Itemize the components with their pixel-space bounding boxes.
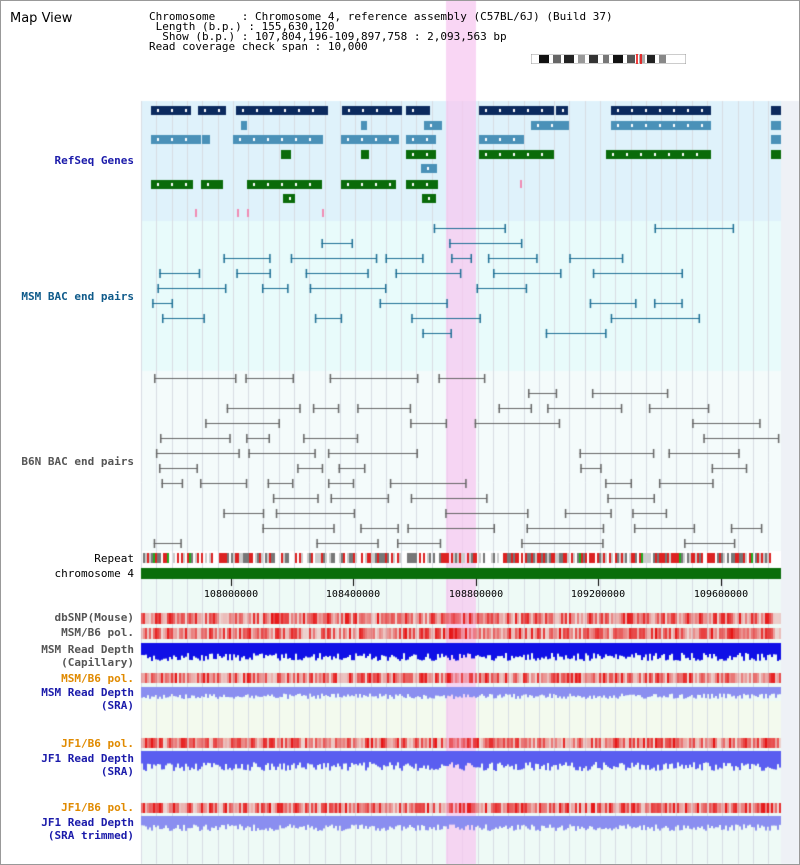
- length-label: Length (b.p.): [155, 20, 242, 33]
- track-label-b6n-bac[interactable]: B6N BAC end pairs: [21, 455, 134, 468]
- axis-tick: 109200000: [570, 589, 626, 600]
- region-info: Chromosome : Chromosome 4, reference ass…: [149, 10, 613, 53]
- axis-tick: 108000000: [203, 589, 259, 600]
- axis-tick: 108800000: [448, 589, 504, 600]
- track-label-jf1-trimmed[interactable]: JF1 Read Depth: [41, 816, 134, 829]
- coverage-value: 10,000: [327, 40, 368, 53]
- track-label-msm-depth-capillary[interactable]: MSM Read Depth: [41, 643, 134, 656]
- track-label-msm-depth-capillary-sub: (Capillary): [61, 656, 134, 669]
- track-label-msm-depth-sra[interactable]: MSM Read Depth: [41, 686, 134, 699]
- axis-tick: 108400000: [325, 589, 381, 600]
- track-label-jf1-depth-sub: (SRA): [100, 765, 134, 778]
- chromosome-label: Chromosome: [149, 10, 216, 23]
- track-label-msm-depth-sra-sub: (SRA): [100, 699, 134, 712]
- track-label-dbsnp[interactable]: dbSNP(Mouse): [54, 611, 134, 624]
- track-label-jf1-pol-2[interactable]: JF1/B6 pol.: [61, 801, 134, 814]
- track-label-jf1-depth[interactable]: JF1 Read Depth: [41, 752, 134, 765]
- track-label-msm-bac[interactable]: MSM BAC end pairs: [21, 290, 134, 303]
- page-title: Map View: [10, 11, 73, 26]
- length-value: 155,630,120: [261, 20, 335, 33]
- coverage-label: Read coverage check span: [149, 40, 308, 53]
- track-label-msm-b6-pol[interactable]: MSM/B6 pol.: [61, 626, 134, 639]
- track-label-jf1-pol[interactable]: JF1/B6 pol.: [61, 737, 134, 750]
- track-label-msm-b6-pol-2[interactable]: MSM/B6 pol.: [61, 672, 134, 685]
- track-label-refseq[interactable]: RefSeq Genes: [54, 154, 134, 167]
- show-label: Show (b.p.): [162, 30, 236, 43]
- track-label-jf1-trimmed-sub: (SRA trimmed): [47, 829, 134, 842]
- axis-tick: 109600000: [693, 589, 749, 600]
- track-label-chromosome: chromosome 4: [54, 567, 134, 580]
- chromosome-value: Chromosome 4, reference assembly (C57BL/…: [254, 10, 613, 23]
- track-label-repeat[interactable]: Repeat: [94, 552, 134, 565]
- show-value: 107,804,196-109,897,758 : 2,093,563 bp: [254, 30, 507, 43]
- chromosome-ideogram[interactable]: [531, 54, 686, 64]
